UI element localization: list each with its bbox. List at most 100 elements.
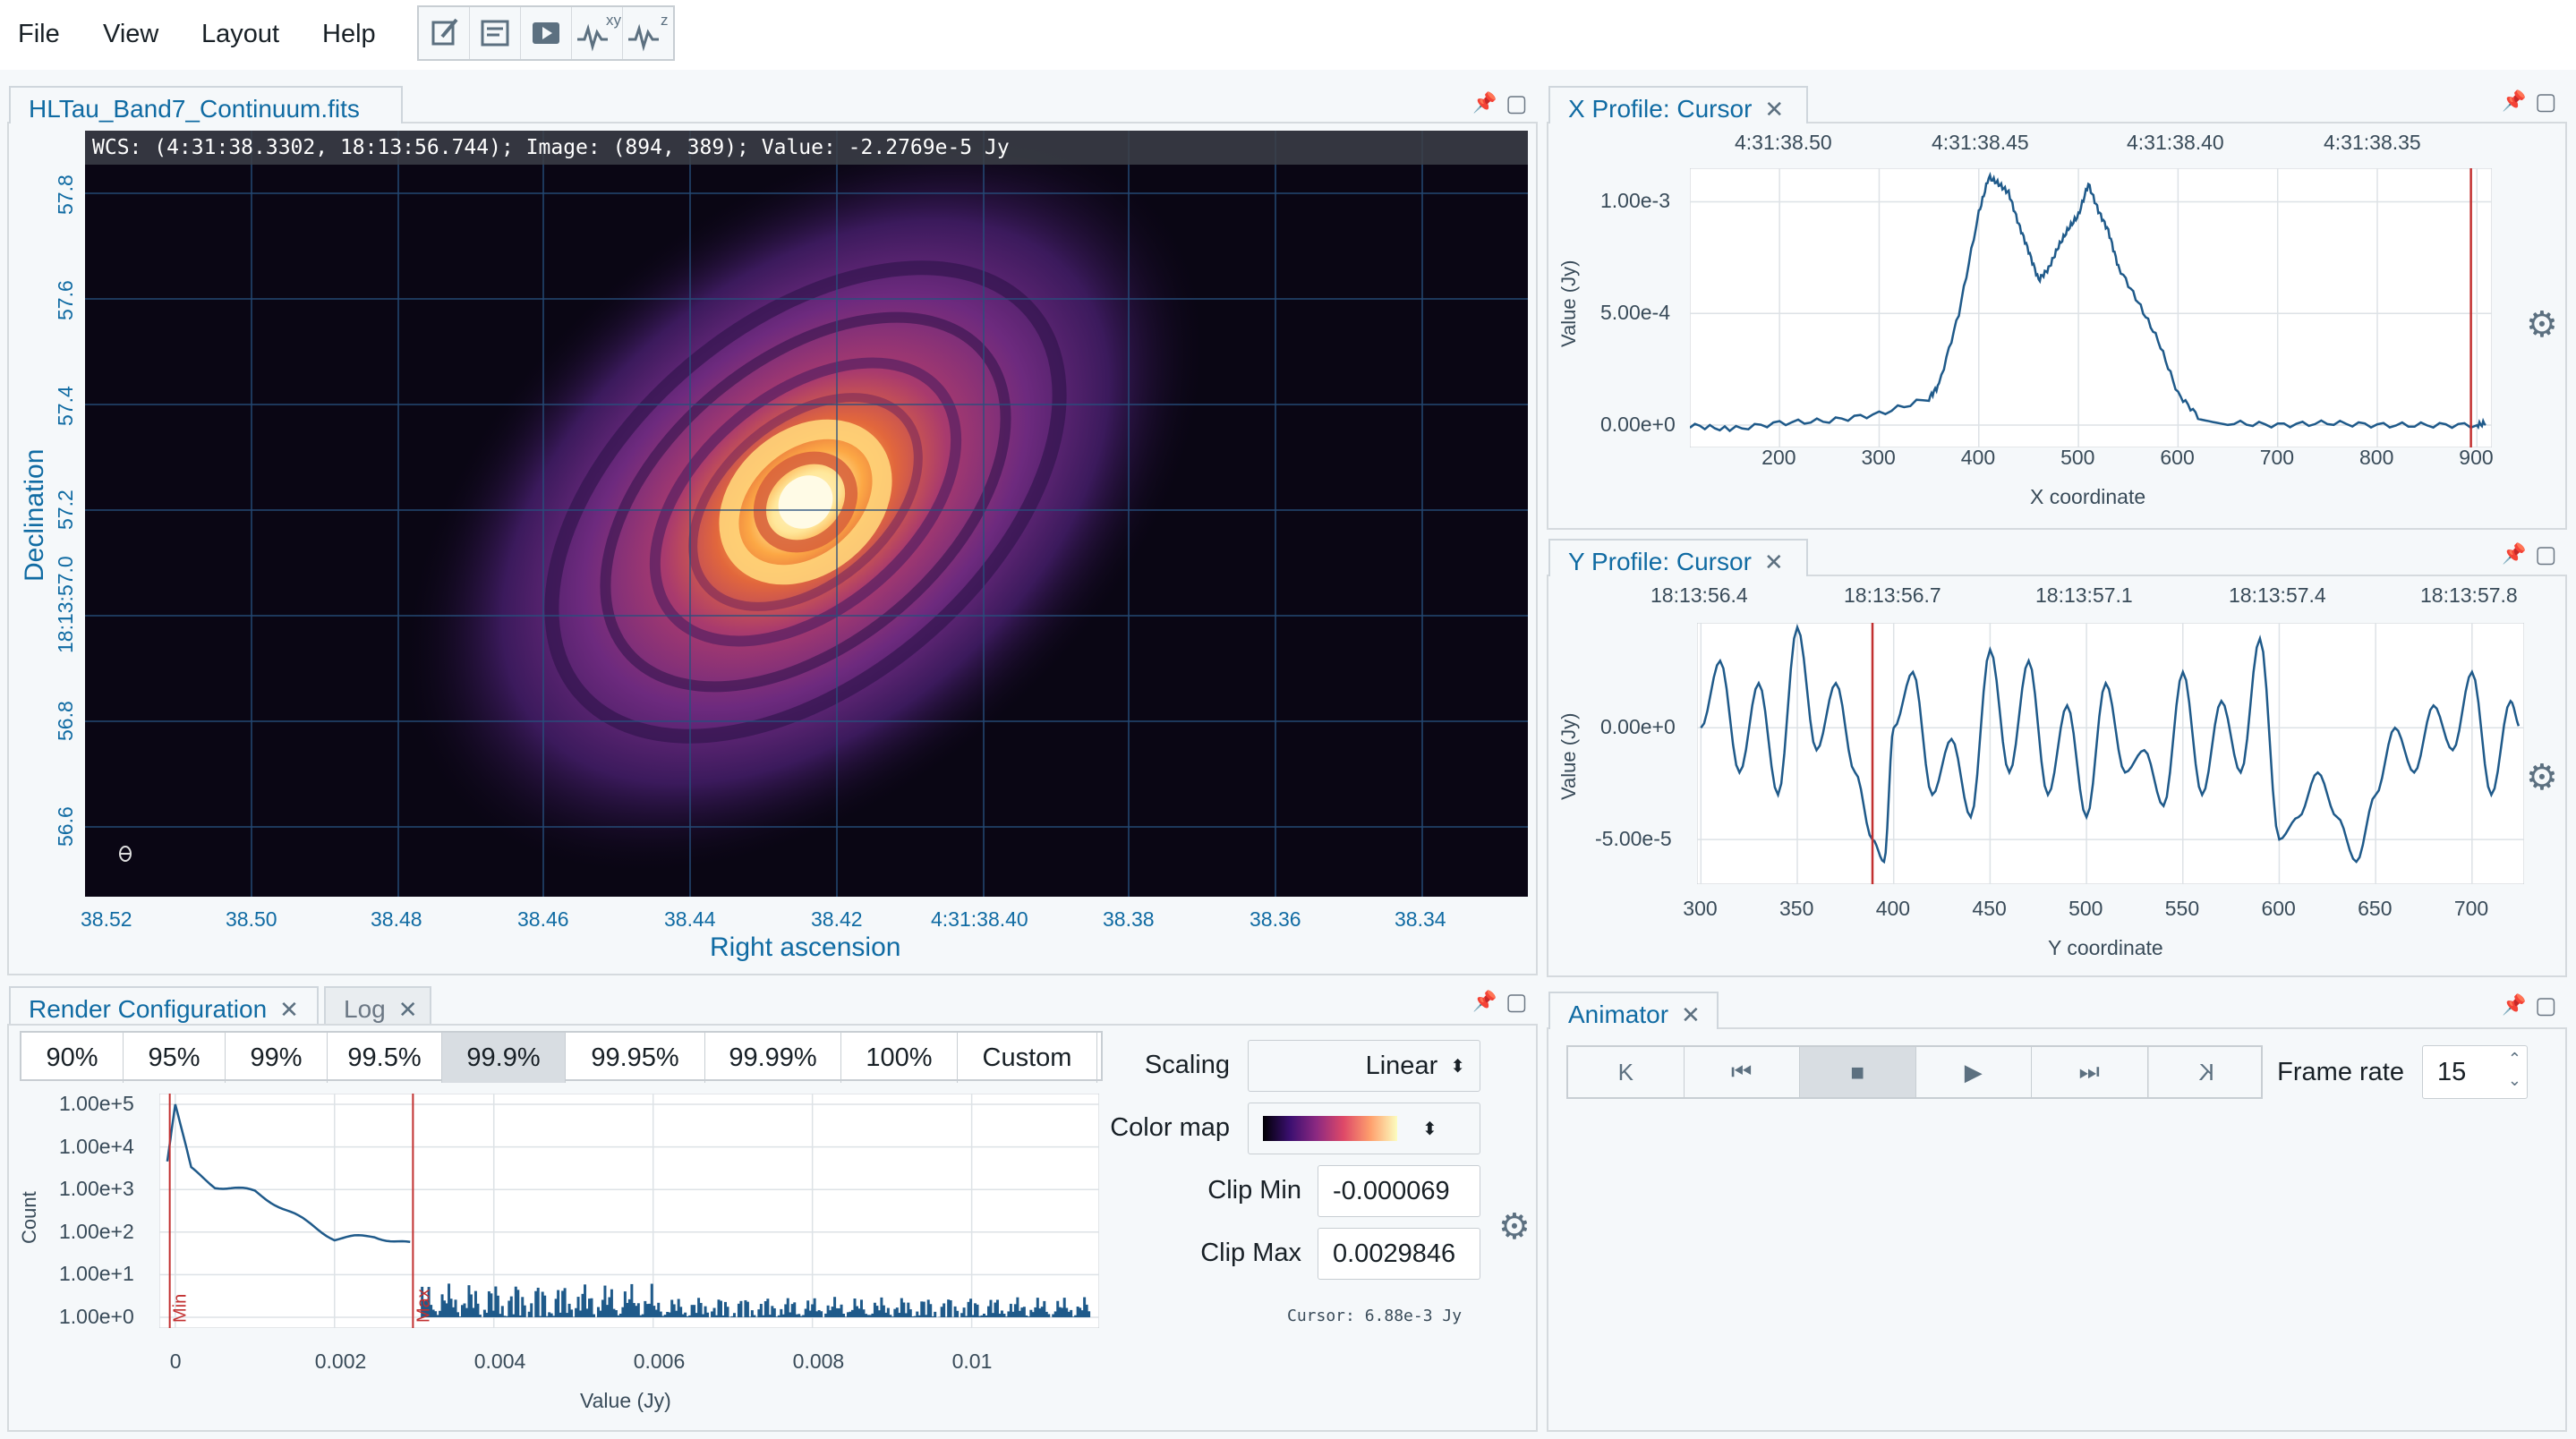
chevron-up-icon[interactable]: ⌃ bbox=[2507, 1050, 2521, 1068]
clipmax-input[interactable]: 0.0029846 bbox=[1318, 1228, 1480, 1280]
histogram-ytick: 1.00e+2 bbox=[59, 1219, 134, 1243]
scaling-select[interactable]: Linear ⬍ bbox=[1248, 1040, 1480, 1092]
image-y-tick: 57.8 bbox=[54, 175, 77, 215]
svg-text:xy: xy bbox=[606, 12, 622, 29]
pin-icon[interactable]: 📌 bbox=[1472, 91, 1497, 114]
disk-image bbox=[85, 126, 1528, 897]
tab-animator[interactable]: Animator ✕ bbox=[1548, 992, 1719, 1029]
min-marker-label: Min bbox=[171, 1294, 191, 1323]
maximize-icon[interactable]: ▢ bbox=[2535, 88, 2557, 115]
tab-x-profile[interactable]: X Profile: Cursor ✕ bbox=[1548, 86, 1808, 123]
tab-y-profile[interactable]: Y Profile: Cursor ✕ bbox=[1548, 539, 1808, 576]
percentile-button[interactable]: Custom bbox=[958, 1033, 1097, 1083]
y-profile-xtick: 650 bbox=[2358, 897, 2393, 920]
image-x-tick: 38.36 bbox=[1250, 907, 1301, 931]
tab-render-config[interactable]: Render Configuration ✕ bbox=[9, 986, 319, 1024]
histogram-line bbox=[166, 1103, 411, 1244]
menu-view[interactable]: View bbox=[103, 20, 159, 48]
y-profile-plot[interactable] bbox=[1697, 623, 2524, 884]
x-profile-plot[interactable] bbox=[1690, 168, 2492, 447]
close-icon[interactable]: ✕ bbox=[1763, 549, 1784, 575]
y-profile-xlabel: Y coordinate bbox=[2048, 936, 2163, 959]
toolbar: xy z bbox=[417, 5, 675, 61]
percentile-button[interactable]: 99.9% bbox=[442, 1033, 566, 1083]
stop-button[interactable]: ■ bbox=[1800, 1047, 1916, 1097]
histogram-xtick: 0 bbox=[169, 1350, 182, 1373]
maximize-icon[interactable]: ▢ bbox=[2535, 541, 2557, 567]
gear-icon[interactable]: ⚙ bbox=[2526, 758, 2558, 797]
next-frame-button[interactable]: ⏭ bbox=[2032, 1047, 2148, 1097]
image-x-tick: 38.38 bbox=[1103, 907, 1155, 931]
maximize-icon[interactable]: ▢ bbox=[1506, 89, 1528, 116]
colormap-select[interactable]: ⬍ bbox=[1248, 1103, 1480, 1154]
chevron-updown-icon: ⬍ bbox=[1422, 1119, 1437, 1139]
percentile-button[interactable]: 95% bbox=[124, 1033, 226, 1083]
histogram-plot[interactable]: Min Max bbox=[159, 1094, 1099, 1328]
image-canvas[interactable]: WCS: (4:31:38.3302, 18:13:56.744); Image… bbox=[85, 126, 1528, 897]
x-profile-xtick: 400 bbox=[1960, 446, 1996, 469]
percentile-button[interactable]: 100% bbox=[841, 1033, 958, 1083]
framerate-value: 15 bbox=[2437, 1057, 2467, 1086]
framerate-input[interactable]: 15 ⌃ ⌄ bbox=[2422, 1045, 2528, 1099]
histogram-ytick: 1.00e+1 bbox=[59, 1262, 134, 1286]
previous-frame-button[interactable]: ⏮ bbox=[1685, 1047, 1800, 1097]
clipmin-label: Clip Min bbox=[1207, 1176, 1301, 1205]
percentile-button[interactable]: 99.95% bbox=[566, 1033, 705, 1083]
first-frame-button[interactable]: K bbox=[1568, 1047, 1685, 1097]
x-profile-ytick: 5.00e-4 bbox=[1600, 301, 1671, 325]
x-profile-top-tick: 4:31:38.45 bbox=[1932, 131, 2029, 154]
pin-icon[interactable]: 📌 bbox=[2502, 542, 2527, 565]
percentile-button[interactable]: 99.99% bbox=[705, 1033, 841, 1083]
x-profile-top-tick: 4:31:38.50 bbox=[1735, 131, 1832, 154]
maximize-icon[interactable]: ▢ bbox=[1506, 988, 1528, 1015]
menu-bar: File View Layout Help xy z bbox=[0, 0, 2576, 70]
header-icon bbox=[481, 20, 509, 47]
last-frame-button[interactable]: K bbox=[2147, 1047, 2264, 1097]
spectral-profiler-button[interactable]: z bbox=[623, 7, 674, 59]
percentile-button[interactable]: 99% bbox=[226, 1033, 328, 1083]
percentile-button[interactable]: 90% bbox=[21, 1033, 124, 1083]
edit-region-button[interactable] bbox=[419, 7, 470, 59]
spatial-profiler-button[interactable]: xy bbox=[572, 7, 623, 59]
percentile-button[interactable]: 99.5% bbox=[328, 1033, 442, 1083]
image-y-tick: 18:13:57.0 bbox=[54, 556, 77, 653]
y-profile-top-tick: 18:13:57.1 bbox=[2035, 583, 2133, 607]
menu-file[interactable]: File bbox=[18, 20, 60, 48]
z-profile-icon: z bbox=[628, 12, 669, 52]
close-icon[interactable]: ✕ bbox=[1681, 1001, 1701, 1028]
play-button[interactable]: ▶ bbox=[1916, 1047, 2032, 1097]
menu-help[interactable]: Help bbox=[322, 20, 376, 48]
histogram-xtick: 0.004 bbox=[473, 1350, 526, 1373]
x-profile-xtick: 900 bbox=[2459, 446, 2494, 469]
tab-log[interactable]: Log ✕ bbox=[324, 986, 431, 1024]
close-icon[interactable]: ✕ bbox=[279, 996, 299, 1023]
pin-icon[interactable]: 📌 bbox=[2502, 993, 2527, 1016]
close-icon[interactable]: ✕ bbox=[397, 996, 418, 1023]
animator-controls: K ⏮ ■ ▶ ⏭ K bbox=[1566, 1045, 2264, 1099]
file-header-button[interactable] bbox=[470, 7, 521, 59]
y-profile-xtick: 400 bbox=[1875, 897, 1911, 920]
tab-image-view[interactable]: HLTau_Band7_Continuum.fits bbox=[9, 86, 403, 123]
histogram-ytick: 1.00e+5 bbox=[59, 1092, 134, 1115]
pin-icon[interactable]: 📌 bbox=[1472, 990, 1497, 1012]
x-profile-xtick: 800 bbox=[2359, 446, 2394, 469]
clipmin-input[interactable]: -0.000069 bbox=[1318, 1165, 1480, 1217]
x-profile-xtick: 600 bbox=[2160, 446, 2195, 469]
x-profile-ytick: 0.00e+0 bbox=[1600, 413, 1676, 437]
chevron-down-icon[interactable]: ⌄ bbox=[2507, 1071, 2521, 1089]
animator-button[interactable] bbox=[521, 7, 572, 59]
pin-icon[interactable]: 📌 bbox=[2502, 89, 2527, 112]
x-profile-ytick: 1.00e-3 bbox=[1600, 189, 1671, 213]
y-profile-xtick: 300 bbox=[1683, 897, 1718, 920]
histogram-ytick: 1.00e+3 bbox=[59, 1177, 134, 1201]
y-profile-top-tick: 18:13:57.4 bbox=[2229, 583, 2326, 607]
image-x-tick: 4:31:38.40 bbox=[931, 907, 1028, 931]
gear-icon[interactable]: ⚙ bbox=[2526, 305, 2558, 345]
tab-label: Log bbox=[344, 995, 386, 1023]
maximize-icon[interactable]: ▢ bbox=[2535, 992, 2557, 1018]
image-x-tick: 38.42 bbox=[811, 907, 863, 931]
close-icon[interactable]: ✕ bbox=[1764, 96, 1785, 123]
gear-icon[interactable]: ⚙ bbox=[1498, 1207, 1531, 1247]
menu-layout[interactable]: Layout bbox=[201, 20, 280, 48]
image-x-tick: 38.46 bbox=[517, 907, 569, 931]
